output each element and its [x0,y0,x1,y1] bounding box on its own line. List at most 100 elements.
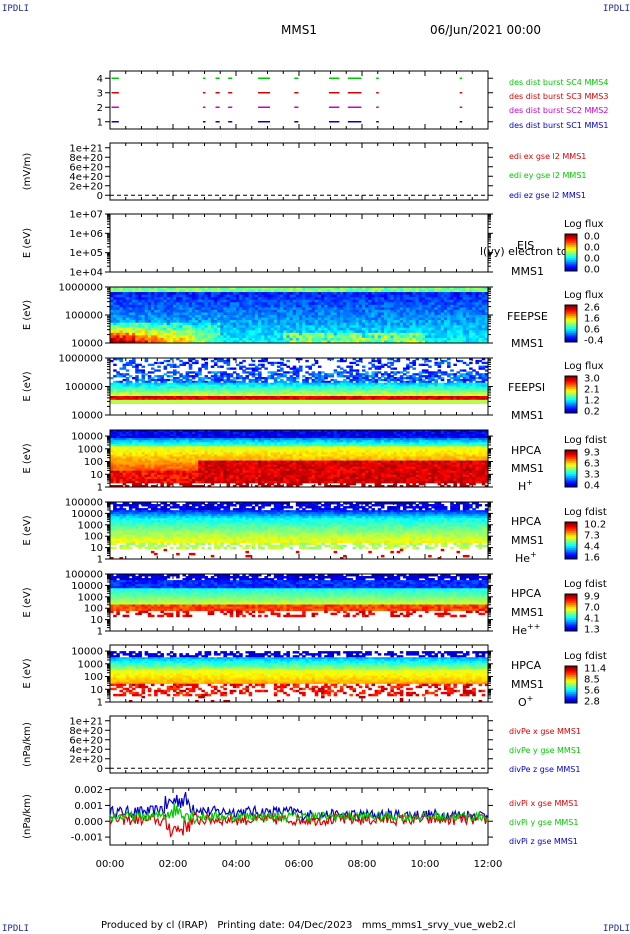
heatmap-cell [393,330,398,334]
colorbar-cell [565,246,577,250]
heatmap-cell [481,367,486,370]
heatmap-cell [434,317,438,321]
heatmap-cell [371,335,375,339]
heatmap-cell [346,297,350,301]
heatmap-cell [176,299,180,303]
heatmap-cell [210,287,215,290]
heatmap-cell [176,287,180,290]
heatmap-cell [125,382,130,385]
heatmap-cell [456,309,461,313]
heatmap-cell [245,317,249,321]
heatmap-cell [195,384,199,387]
heatmap-cell [336,292,341,296]
heatmap-cell [176,327,180,331]
heatmap-cell [166,332,171,336]
heatmap-cell [144,322,149,326]
heatmap-cell [125,386,130,389]
heatmap-cell [188,322,193,326]
heatmap-cell [330,320,335,324]
heatmap-cell [393,386,398,389]
heatmap-cell [132,304,136,308]
heatmap-cell [330,309,335,313]
heatmap-cell [195,302,199,306]
heatmap-cell [355,340,360,343]
heatmap-cell [459,340,464,343]
heatmap-cell [289,392,294,395]
heatmap-cell [362,320,366,324]
heatmap-cell [254,302,259,306]
heatmap-cell [226,325,231,329]
heatmap-cell [236,320,240,324]
heatmap-cell [321,382,325,385]
heatmap-cell [380,312,385,316]
heatmap-cell [295,292,300,296]
heatmap-cell [450,299,454,303]
heatmap-cell [141,386,146,389]
heatmap-cell [166,384,171,387]
heatmap-cell [295,377,300,380]
heatmap-cell [220,307,224,311]
heatmap-cell [195,315,199,318]
heatmap-cell [374,388,379,391]
heatmap-cell [239,337,243,341]
heatmap-cell [150,332,155,336]
heatmap-cell [469,332,473,336]
heatmap-cell [355,332,360,336]
heatmap-cell [299,367,303,370]
heatmap-cell [396,287,401,290]
heatmap-cell [396,294,401,298]
heatmap-cell [195,325,199,329]
heatmap-cell [481,386,486,389]
heatmap-cell [141,371,146,374]
heatmap-cell [283,317,287,321]
heatmap-cell [217,394,221,397]
heatmap-cell [327,330,331,334]
heatmap-cell [472,340,476,343]
heatmap-cell [302,315,306,318]
heatmap-cell [242,386,246,389]
heatmap-cell [144,292,149,296]
heatmap-cell [481,358,486,361]
heatmap-cell [154,392,158,395]
heatmap-cell [415,392,420,395]
heatmap-cell [135,287,139,290]
heatmap-cell [283,394,287,397]
heatmap-cell [270,396,275,399]
legend-entry: divPi z gse MMS1 [509,837,578,846]
heatmap-cell [160,294,164,298]
heatmap-cell [478,382,483,385]
heatmap-cell [321,304,325,308]
heatmap-cell [239,396,243,399]
heatmap-cell [135,320,139,324]
heatmap-cell [119,297,123,301]
heatmap-cell [406,297,410,301]
heatmap-cell [437,365,442,368]
heatmap-cell [393,297,398,301]
heatmap-cell [267,325,272,329]
heatmap-cell [311,325,316,329]
heatmap-cell [128,315,133,318]
heatmap-cell [141,380,146,384]
heatmap-cell [456,287,461,290]
heatmap-cell [343,322,347,326]
heatmap-cell [232,299,237,303]
heatmap-cell [324,388,328,391]
heatmap-cell [295,394,300,397]
heatmap-cell [308,287,312,290]
heatmap-cell [465,297,470,301]
heatmap-cell [251,327,256,331]
heatmap-cell [261,396,265,399]
heatmap-cell [204,299,209,303]
heatmap-cell [125,332,130,336]
heatmap-cell [242,392,246,395]
heatmap-cell [362,365,366,368]
heatmap-cell [242,320,246,324]
heatmap-cell [425,386,429,389]
heatmap-cell [447,304,451,308]
heatmap-cell [302,322,306,326]
heatmap-cell [450,304,454,308]
heatmap-cell [160,382,164,385]
heatmap-cell [462,384,467,387]
heatmap-cell [116,396,120,399]
heatmap-cell [321,307,325,311]
